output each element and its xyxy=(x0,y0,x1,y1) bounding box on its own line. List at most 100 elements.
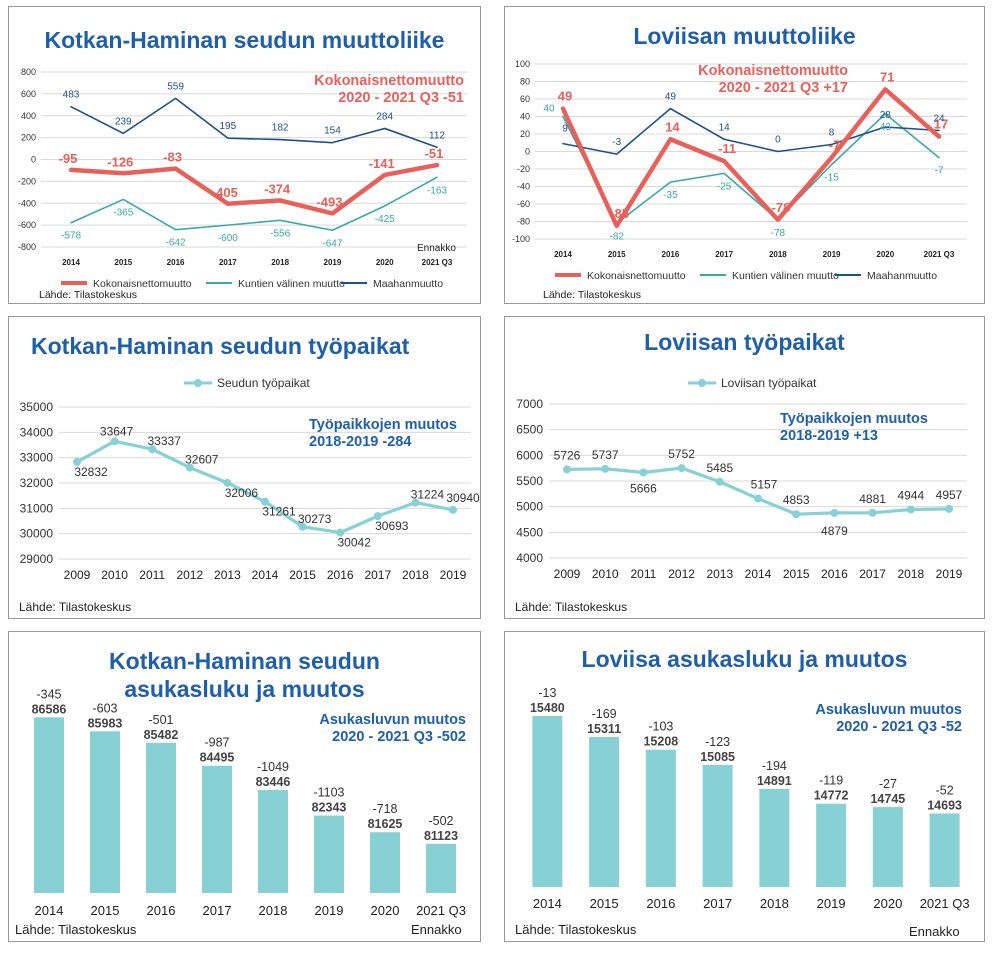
data-label: -11 xyxy=(718,141,736,156)
x-tick-label: 2017 xyxy=(715,250,733,259)
bar-change-label: -119 xyxy=(819,774,843,788)
x-tick-label: 2017 xyxy=(364,568,391,582)
bar-change-label: -1103 xyxy=(313,786,344,800)
chart-title: Kotkan-Haminan seudun muuttoliike xyxy=(44,27,445,53)
source-label: Lähde: Tilastokeskus xyxy=(543,289,642,301)
x-tick-label: 2009 xyxy=(64,568,91,582)
legend-label: Kuntien välinen muutto xyxy=(732,270,839,282)
y-tick-label: 5000 xyxy=(516,500,543,514)
bar-value-label: 15311 xyxy=(587,722,621,736)
data-label: 28 xyxy=(880,110,892,121)
bar-change-label: -345 xyxy=(36,687,61,701)
data-label: 14 xyxy=(665,119,680,134)
panel-loviisa-population: 15480 -13 2014 15311 -169 2015 15208 -103 2016 15… xyxy=(504,631,985,942)
annotation-line-1: Työpaikkojen muutos xyxy=(780,411,928,427)
bar-value-label: 15085 xyxy=(700,750,735,764)
bar-change-label: -1049 xyxy=(257,760,289,774)
data-point xyxy=(261,497,269,506)
data-label: -95 xyxy=(59,151,78,166)
bar-value-label: 81123 xyxy=(424,829,458,843)
legend-label: Seudun työpaikat xyxy=(217,376,310,390)
data-label: 43 xyxy=(880,122,892,133)
annotation-line-2: 2018-2019 -284 xyxy=(309,434,412,451)
data-label: 9 xyxy=(562,124,568,135)
panel-loviisa-jobs: 7000 6500 6000 5500 5000 4500 4000 2009 2010 2011… xyxy=(504,316,985,619)
y-tick-label: 6000 xyxy=(516,448,543,462)
data-label: 30693 xyxy=(375,519,409,533)
data-label: -374 xyxy=(264,181,291,196)
annotation-line-2: 2018-2019 +13 xyxy=(780,428,878,445)
bar-value-label: 82343 xyxy=(312,801,347,815)
x-tick-label: 2014 xyxy=(554,250,572,259)
x-tick-label: 2010 xyxy=(101,568,128,582)
data-label: -405 xyxy=(212,185,238,200)
bar xyxy=(702,764,733,887)
data-label: 154 xyxy=(324,126,341,137)
legend-label: Maahanmuutto xyxy=(373,278,443,290)
chart-title: Kotkan-Haminan seudun asukasluku ja muut… xyxy=(9,648,480,703)
data-point xyxy=(110,437,119,446)
source-label: Lähde: Tilastokeskus xyxy=(39,289,138,301)
x-tick-label: 2016 xyxy=(167,258,185,267)
data-label: 5666 xyxy=(630,481,657,495)
data-point xyxy=(223,478,232,487)
data-label: -35 xyxy=(663,190,678,201)
data-point xyxy=(715,477,724,486)
x-tick-label: 2012 xyxy=(176,568,203,582)
loviisa-population-chart: 15480-13 2014 15311-169 2015 15208-103 2016 15… xyxy=(530,686,970,911)
legend-label: Maahanmuutto xyxy=(867,270,937,282)
series-line xyxy=(562,113,940,225)
x-tick-label: 2018 xyxy=(271,258,289,267)
legend-label: Loviisan työpaikat xyxy=(721,376,817,390)
y-tick-label: 80 xyxy=(520,77,530,87)
data-label: 8 xyxy=(829,128,835,139)
bar-change-label: -987 xyxy=(204,736,229,750)
legend-label: Kuntien välinen muutto xyxy=(238,278,345,290)
data-label: 4879 xyxy=(821,524,848,538)
data-label: 5726 xyxy=(554,448,581,462)
data-point xyxy=(563,465,571,474)
panel-kotka-migration: 800 600 400 200 0 -200 -400 -600 -800 2014 2015 201… xyxy=(8,6,481,304)
x-tick-label: 2018 xyxy=(897,567,924,581)
x-tick-label: 2014 xyxy=(533,896,562,911)
x-tick-label: 2019 xyxy=(817,896,846,911)
data-label: -3 xyxy=(612,137,621,148)
source-label: Lähde: Tilastokeskus xyxy=(19,600,132,614)
x-tick-label: 2014 xyxy=(62,258,80,267)
x-tick-label: 2014 xyxy=(252,568,279,582)
x-tick-label: 2009 xyxy=(554,567,581,581)
y-tick-label: 35000 xyxy=(20,400,54,414)
bar xyxy=(872,807,903,887)
bar-value-label: 14772 xyxy=(814,789,849,803)
x-tick-label: 2019 xyxy=(324,258,342,267)
population-change-annotation: Asukasluvun muutos 2020 - 2021 Q3 -502 xyxy=(319,712,466,747)
data-label: -78 xyxy=(771,228,786,239)
y-tick-label: 400 xyxy=(21,111,36,121)
x-tick-label: 2018 xyxy=(402,568,429,582)
bar xyxy=(532,716,563,887)
data-label: -493 xyxy=(316,194,342,209)
y-tick-label: 20 xyxy=(520,129,530,139)
y-tick-label: 34000 xyxy=(20,425,54,439)
x-tick-label: 2015 xyxy=(289,568,316,582)
x-tick-label: 2020 xyxy=(376,258,394,267)
bar-value-label: 15480 xyxy=(530,701,565,715)
annotation-line-1: Asukasluvun muutos xyxy=(815,702,962,718)
data-label: 4957 xyxy=(936,488,963,502)
data-label: 31224 xyxy=(411,488,445,502)
data-label: 49 xyxy=(665,92,677,103)
x-tick-label: 2020 xyxy=(873,896,902,911)
x-tick-label: 2019 xyxy=(315,903,344,918)
data-label: 32607 xyxy=(185,453,219,467)
x-tick-label: 2017 xyxy=(203,903,232,918)
jobs-change-annotation: Työpaikkojen muutos 2018-2019 +13 xyxy=(780,411,928,446)
bar xyxy=(202,765,232,893)
y-tick-label: 60 xyxy=(520,94,530,104)
bar xyxy=(816,803,847,887)
data-label: 5752 xyxy=(668,447,695,461)
x-tick-label: 2015 xyxy=(590,896,619,911)
bar-value-label: 85983 xyxy=(88,716,123,730)
x-tick-label: 2015 xyxy=(91,903,120,918)
x-tick-label: 2021 Q3 xyxy=(422,258,453,267)
